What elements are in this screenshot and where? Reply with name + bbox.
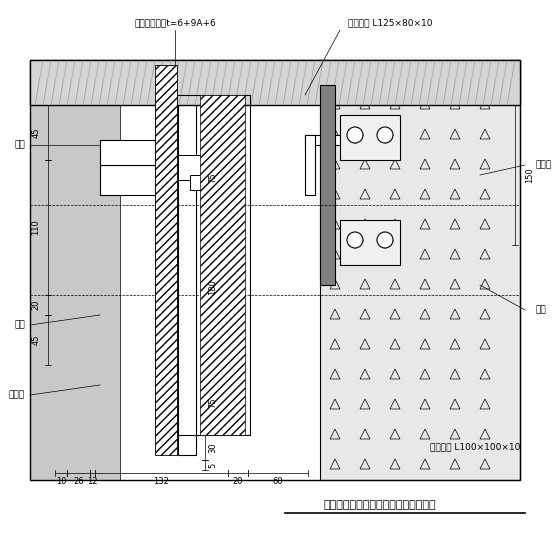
Text: 上框: 上框	[14, 141, 25, 149]
Text: 110: 110	[31, 220, 40, 235]
Text: 螺栓: 螺栓	[535, 305, 546, 315]
Circle shape	[377, 127, 393, 143]
Text: 下框: 下框	[14, 320, 25, 330]
Text: 45: 45	[31, 335, 40, 345]
Text: 45: 45	[31, 127, 40, 137]
Text: 镀锌角钢 L100×100×10: 镀锌角钢 L100×100×10	[430, 442, 520, 452]
Bar	[190, 175, 230, 190]
Bar	[155, 65, 177, 455]
Text: 10: 10	[56, 477, 66, 485]
Text: 26: 26	[73, 477, 84, 485]
Bar	[178, 65, 196, 455]
Text: 150: 150	[525, 167, 534, 183]
Text: 某玻璃玻璃幕墙垂直节点（固定部分）: 某玻璃玻璃幕墙垂直节点（固定部分）	[324, 500, 436, 510]
Bar	[30, 60, 120, 480]
Text: 12: 12	[87, 477, 98, 485]
Bar	[155, 95, 177, 435]
Bar	[100, 165, 155, 195]
Text: 75: 75	[208, 397, 217, 408]
Text: 镀锌角钢 L125×80×10: 镀锌角钢 L125×80×10	[348, 19, 432, 27]
Text: 132: 132	[153, 477, 170, 485]
Circle shape	[347, 127, 363, 143]
Bar	[175, 95, 250, 435]
Bar	[305, 135, 365, 145]
Bar	[100, 140, 155, 165]
Text: 180: 180	[208, 280, 217, 295]
Bar	[340, 220, 400, 265]
Text: 75: 75	[208, 172, 217, 183]
Text: 防火槽: 防火槽	[9, 391, 25, 400]
Text: 60: 60	[273, 477, 283, 485]
Bar	[320, 60, 520, 480]
Text: 20: 20	[233, 477, 243, 485]
Bar	[320, 85, 335, 285]
Bar	[305, 135, 315, 195]
Bar	[340, 115, 400, 160]
Text: 20: 20	[31, 300, 40, 310]
Text: 30: 30	[208, 442, 217, 453]
Bar	[30, 60, 520, 105]
Bar	[200, 95, 245, 435]
Bar	[30, 60, 520, 480]
Circle shape	[377, 232, 393, 248]
Circle shape	[347, 232, 363, 248]
Text: 5: 5	[208, 462, 217, 468]
Text: 预埋件: 预埋件	[535, 160, 551, 170]
Text: 中空钢化玻璃t=6+9A+6: 中空钢化玻璃t=6+9A+6	[134, 19, 216, 27]
Bar	[178, 155, 238, 180]
